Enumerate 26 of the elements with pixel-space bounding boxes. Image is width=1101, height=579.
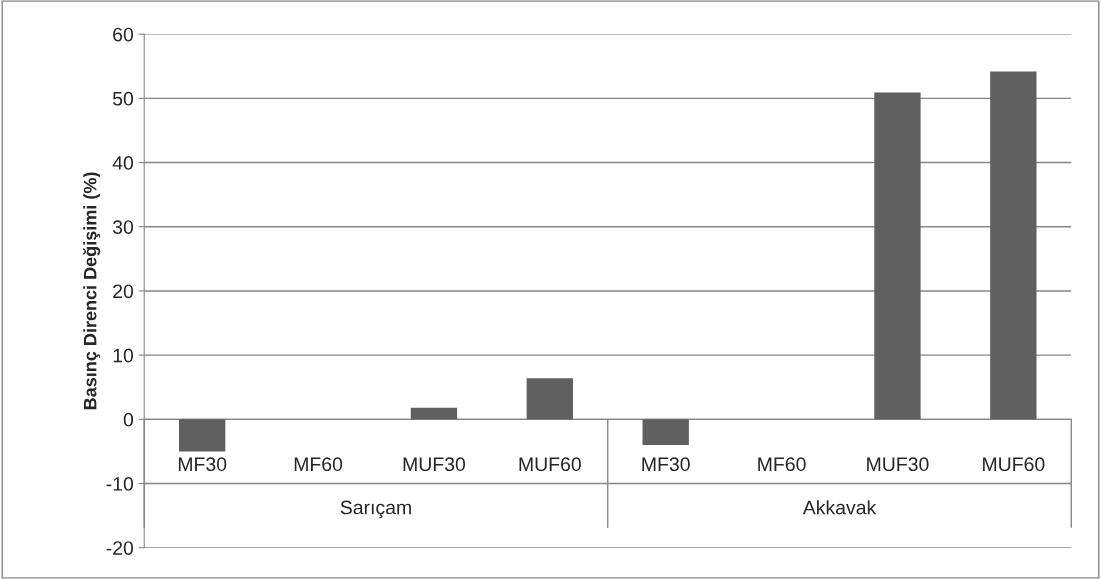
x-tick-label: MUF30	[867, 457, 929, 472]
y-tick-label: -10	[106, 477, 134, 491]
y-tick-label: 40	[112, 156, 134, 170]
y-tick-label: 10	[113, 348, 134, 363]
y-tick-label: 30	[112, 220, 134, 234]
annotation: Akkavak	[802, 500, 877, 515]
bar	[410, 407, 458, 420]
y-tick-label: -20	[106, 541, 134, 555]
y-tick-label: 0	[123, 412, 134, 427]
x-tick-label: MF30	[178, 457, 227, 472]
bar	[526, 378, 573, 420]
x-tick-label: MUF60	[983, 457, 1045, 472]
y-tick-label: 60	[113, 27, 134, 42]
bar	[874, 92, 921, 420]
x-tick-label: MF60	[294, 457, 343, 472]
x-tick-label: MUF30	[403, 457, 466, 472]
y-tick-label: 50	[112, 91, 134, 106]
bar	[642, 419, 689, 446]
x-tick-label: MUF60	[519, 457, 581, 472]
bar	[990, 71, 1037, 420]
x-tick-label: MF60	[758, 457, 806, 472]
annotation: Sarıçam	[340, 500, 411, 519]
x-tick-label: MF30	[642, 457, 690, 472]
y-tick-label: 20	[113, 284, 134, 299]
y-axis-title: Basınç Direnci Değişimi (%)	[83, 172, 101, 410]
bar	[179, 419, 226, 452]
